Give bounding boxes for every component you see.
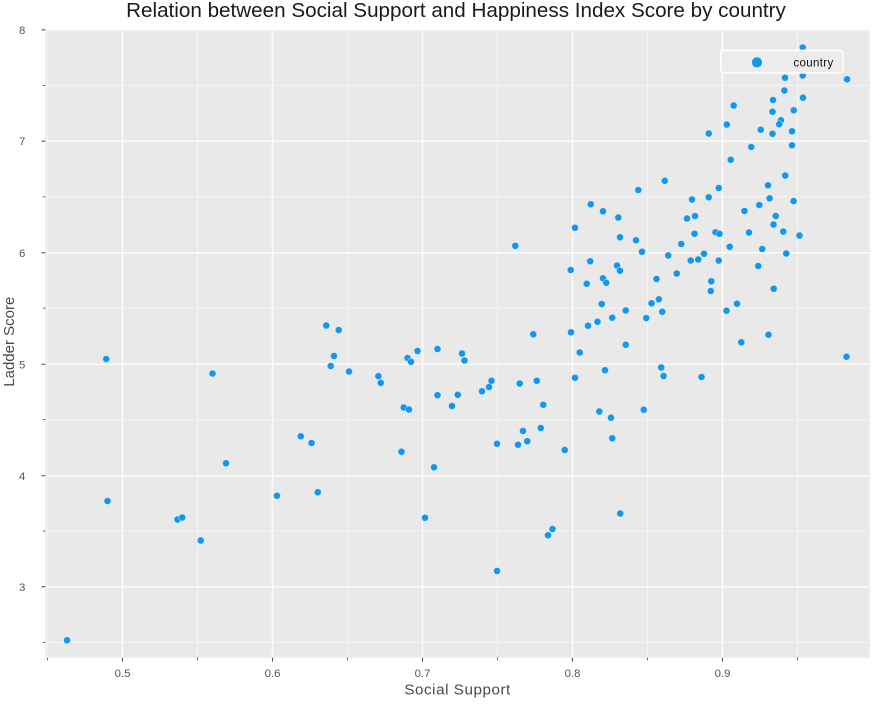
- svg-text:country: country: [793, 58, 833, 70]
- svg-text:Ladder Score: Ladder Score: [1, 297, 18, 387]
- svg-text:Social Support: Social Support: [404, 682, 511, 699]
- svg-text:7: 7: [19, 136, 25, 148]
- svg-text:0.6: 0.6: [265, 668, 281, 680]
- svg-text:0.5: 0.5: [115, 668, 131, 680]
- svg-text:4: 4: [19, 471, 25, 483]
- svg-text:3: 3: [19, 582, 25, 594]
- svg-text:0.8: 0.8: [565, 668, 581, 680]
- svg-text:Relation between Social Suppor: Relation between Social Support and Happ…: [126, 0, 786, 22]
- svg-text:6: 6: [19, 248, 25, 260]
- svg-text:0.9: 0.9: [715, 668, 731, 680]
- svg-text:8: 8: [19, 25, 25, 37]
- svg-text:5: 5: [19, 359, 25, 371]
- svg-text:0.7: 0.7: [415, 668, 431, 680]
